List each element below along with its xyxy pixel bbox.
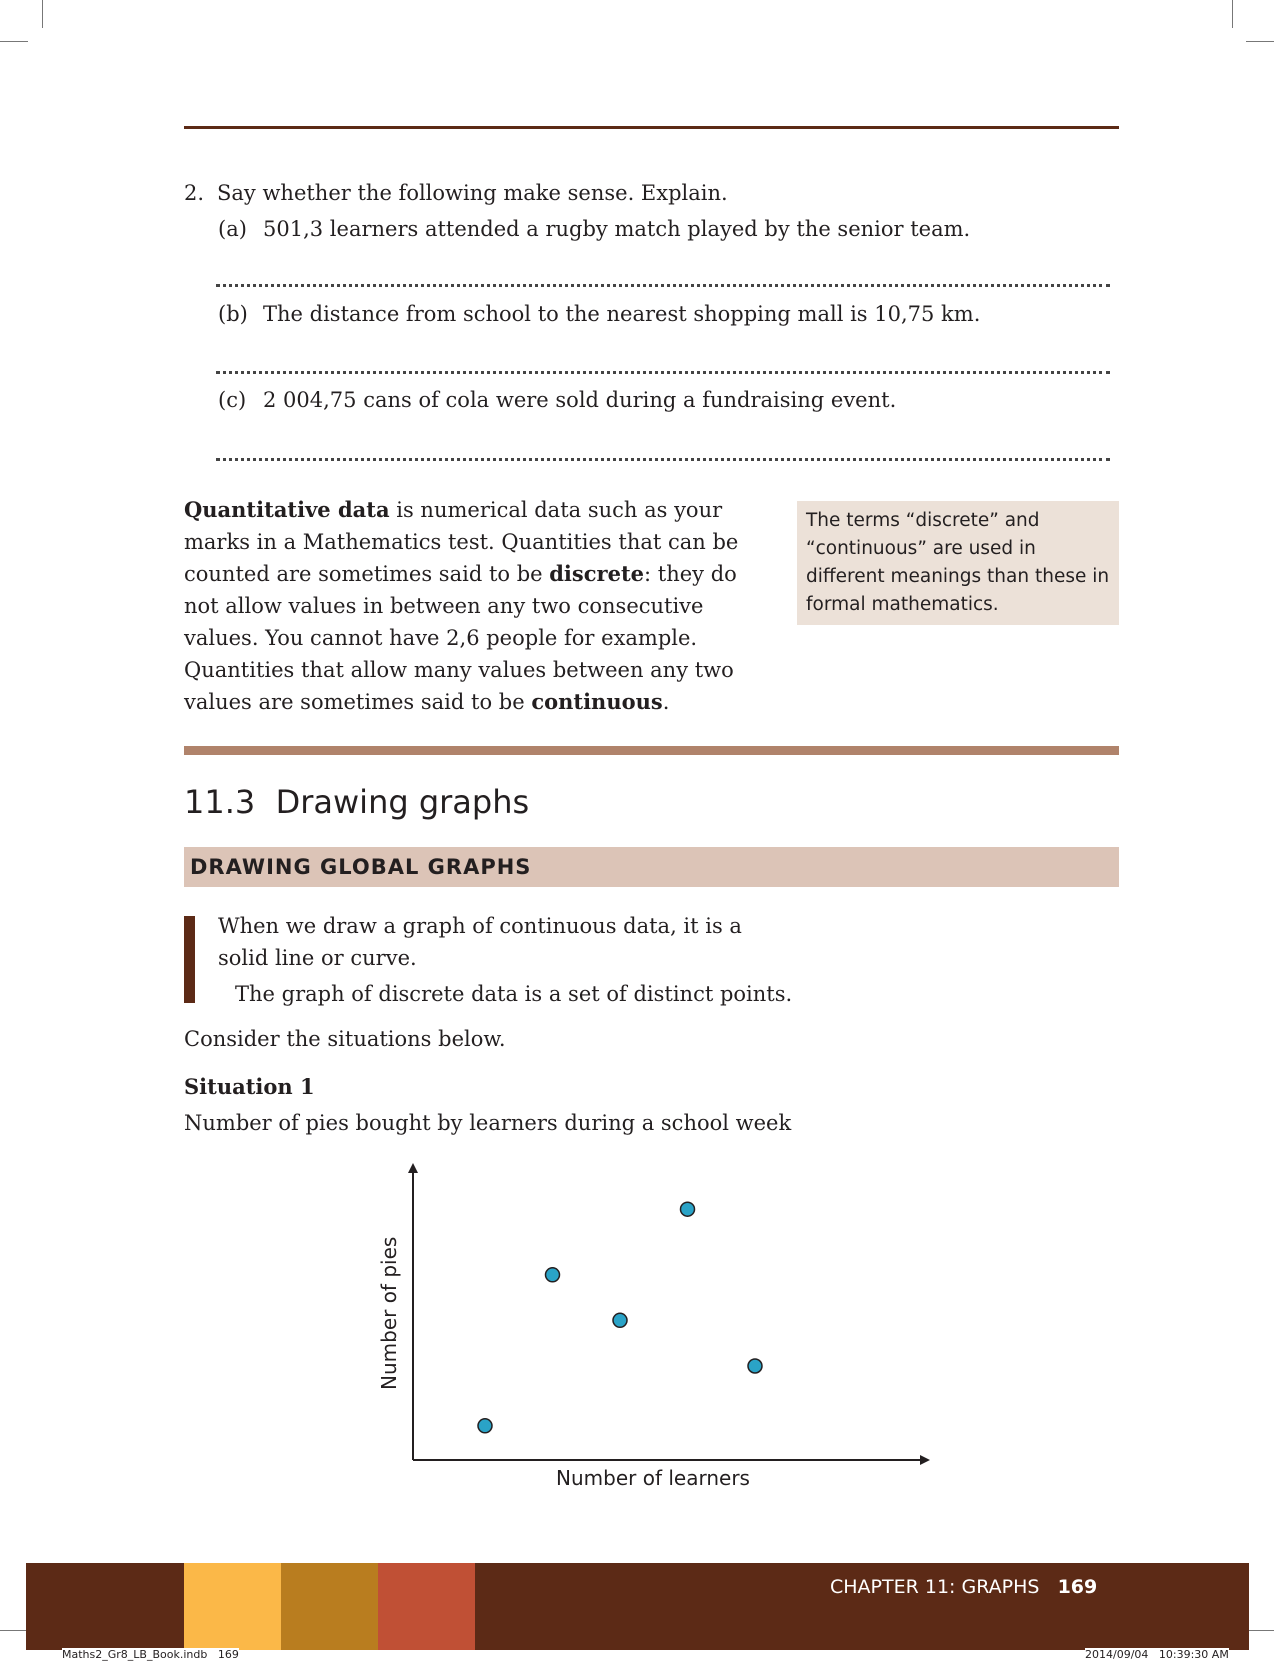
section-divider bbox=[184, 746, 1119, 755]
crop-mark bbox=[1232, 0, 1233, 28]
crop-mark bbox=[0, 1630, 28, 1631]
x-axis-label: Number of learners bbox=[556, 1466, 750, 1490]
data-point bbox=[477, 1418, 493, 1434]
crop-mark bbox=[1246, 41, 1274, 42]
item-text-b: The distance from school to the nearest … bbox=[263, 302, 981, 326]
footer-file: Maths2_Gr8_LB_Book.indb 169 bbox=[62, 1648, 239, 1661]
item-label-b: (b) bbox=[218, 302, 248, 326]
definition-text-2: : they do not allow values in between an… bbox=[184, 562, 737, 714]
callout-bar bbox=[184, 916, 195, 1003]
item-label-c: (c) bbox=[218, 388, 247, 412]
footer-page-number: 169 bbox=[1057, 1576, 1098, 1598]
consider-text: Consider the situations below. bbox=[184, 1027, 506, 1051]
definition-text-1: is numerical data such as your marks in … bbox=[184, 498, 739, 586]
footer-accent-red bbox=[378, 1563, 475, 1650]
y-axis-label: Number of pies bbox=[377, 1237, 401, 1390]
section-heading: 11.3 Drawing graphs bbox=[184, 780, 529, 824]
question-prompt: Say whether the following make sense. Ex… bbox=[217, 181, 728, 205]
footer-running-head: CHAPTER 11: GRAPHS 169 bbox=[830, 1572, 1130, 1602]
footer-accent-ochre bbox=[281, 1563, 378, 1650]
crop-mark bbox=[0, 41, 28, 42]
data-point bbox=[679, 1201, 696, 1217]
callout-line-1: When we draw a graph of continuous data,… bbox=[218, 914, 742, 970]
situation-description: Number of pies bought by learners during… bbox=[184, 1111, 792, 1135]
data-point bbox=[544, 1267, 561, 1283]
term-quantitative: Quantitative data bbox=[184, 497, 390, 522]
question-number: 2. bbox=[184, 181, 205, 205]
data-point bbox=[747, 1358, 763, 1374]
section-number: 11.3 bbox=[184, 783, 256, 821]
footer-accent-yellow bbox=[184, 1563, 281, 1650]
footer-chapter: CHAPTER 11: GRAPHS bbox=[830, 1576, 1040, 1598]
section-title: Drawing graphs bbox=[275, 783, 530, 821]
data-point bbox=[612, 1312, 628, 1329]
term-continuous: continuous bbox=[531, 689, 663, 714]
subheading: DRAWING GLOBAL GRAPHS bbox=[190, 855, 532, 879]
subheading-band bbox=[184, 847, 1119, 887]
item-label-a: (a) bbox=[218, 217, 247, 241]
item-text-a: 501,3 learners attended a rugby match pl… bbox=[263, 217, 971, 241]
answer-line-c[interactable] bbox=[216, 458, 1110, 461]
data-points bbox=[477, 1201, 763, 1434]
side-note: The terms “discrete” and “continuous” ar… bbox=[797, 501, 1119, 625]
definition-text-3: . bbox=[662, 690, 670, 714]
top-rule bbox=[184, 126, 1119, 129]
answer-line-a[interactable] bbox=[216, 284, 1110, 287]
answer-line-b[interactable] bbox=[216, 371, 1110, 374]
situation-title: Situation 1 bbox=[184, 1074, 315, 1099]
footer-timestamp: 2014/09/04 10:39:30 AM bbox=[1085, 1648, 1229, 1661]
crop-mark bbox=[42, 0, 43, 28]
term-discrete: discrete bbox=[549, 561, 645, 586]
crop-mark bbox=[1246, 1630, 1274, 1631]
callout-line-2: The graph of discrete data is a set of d… bbox=[235, 982, 793, 1006]
item-text-c: 2 004,75 cans of cola were sold during a… bbox=[263, 388, 897, 412]
scatter-chart: Number of pies Number of learners bbox=[377, 1163, 930, 1490]
definition-paragraph: Quantitative data is numerical data such… bbox=[184, 494, 739, 718]
